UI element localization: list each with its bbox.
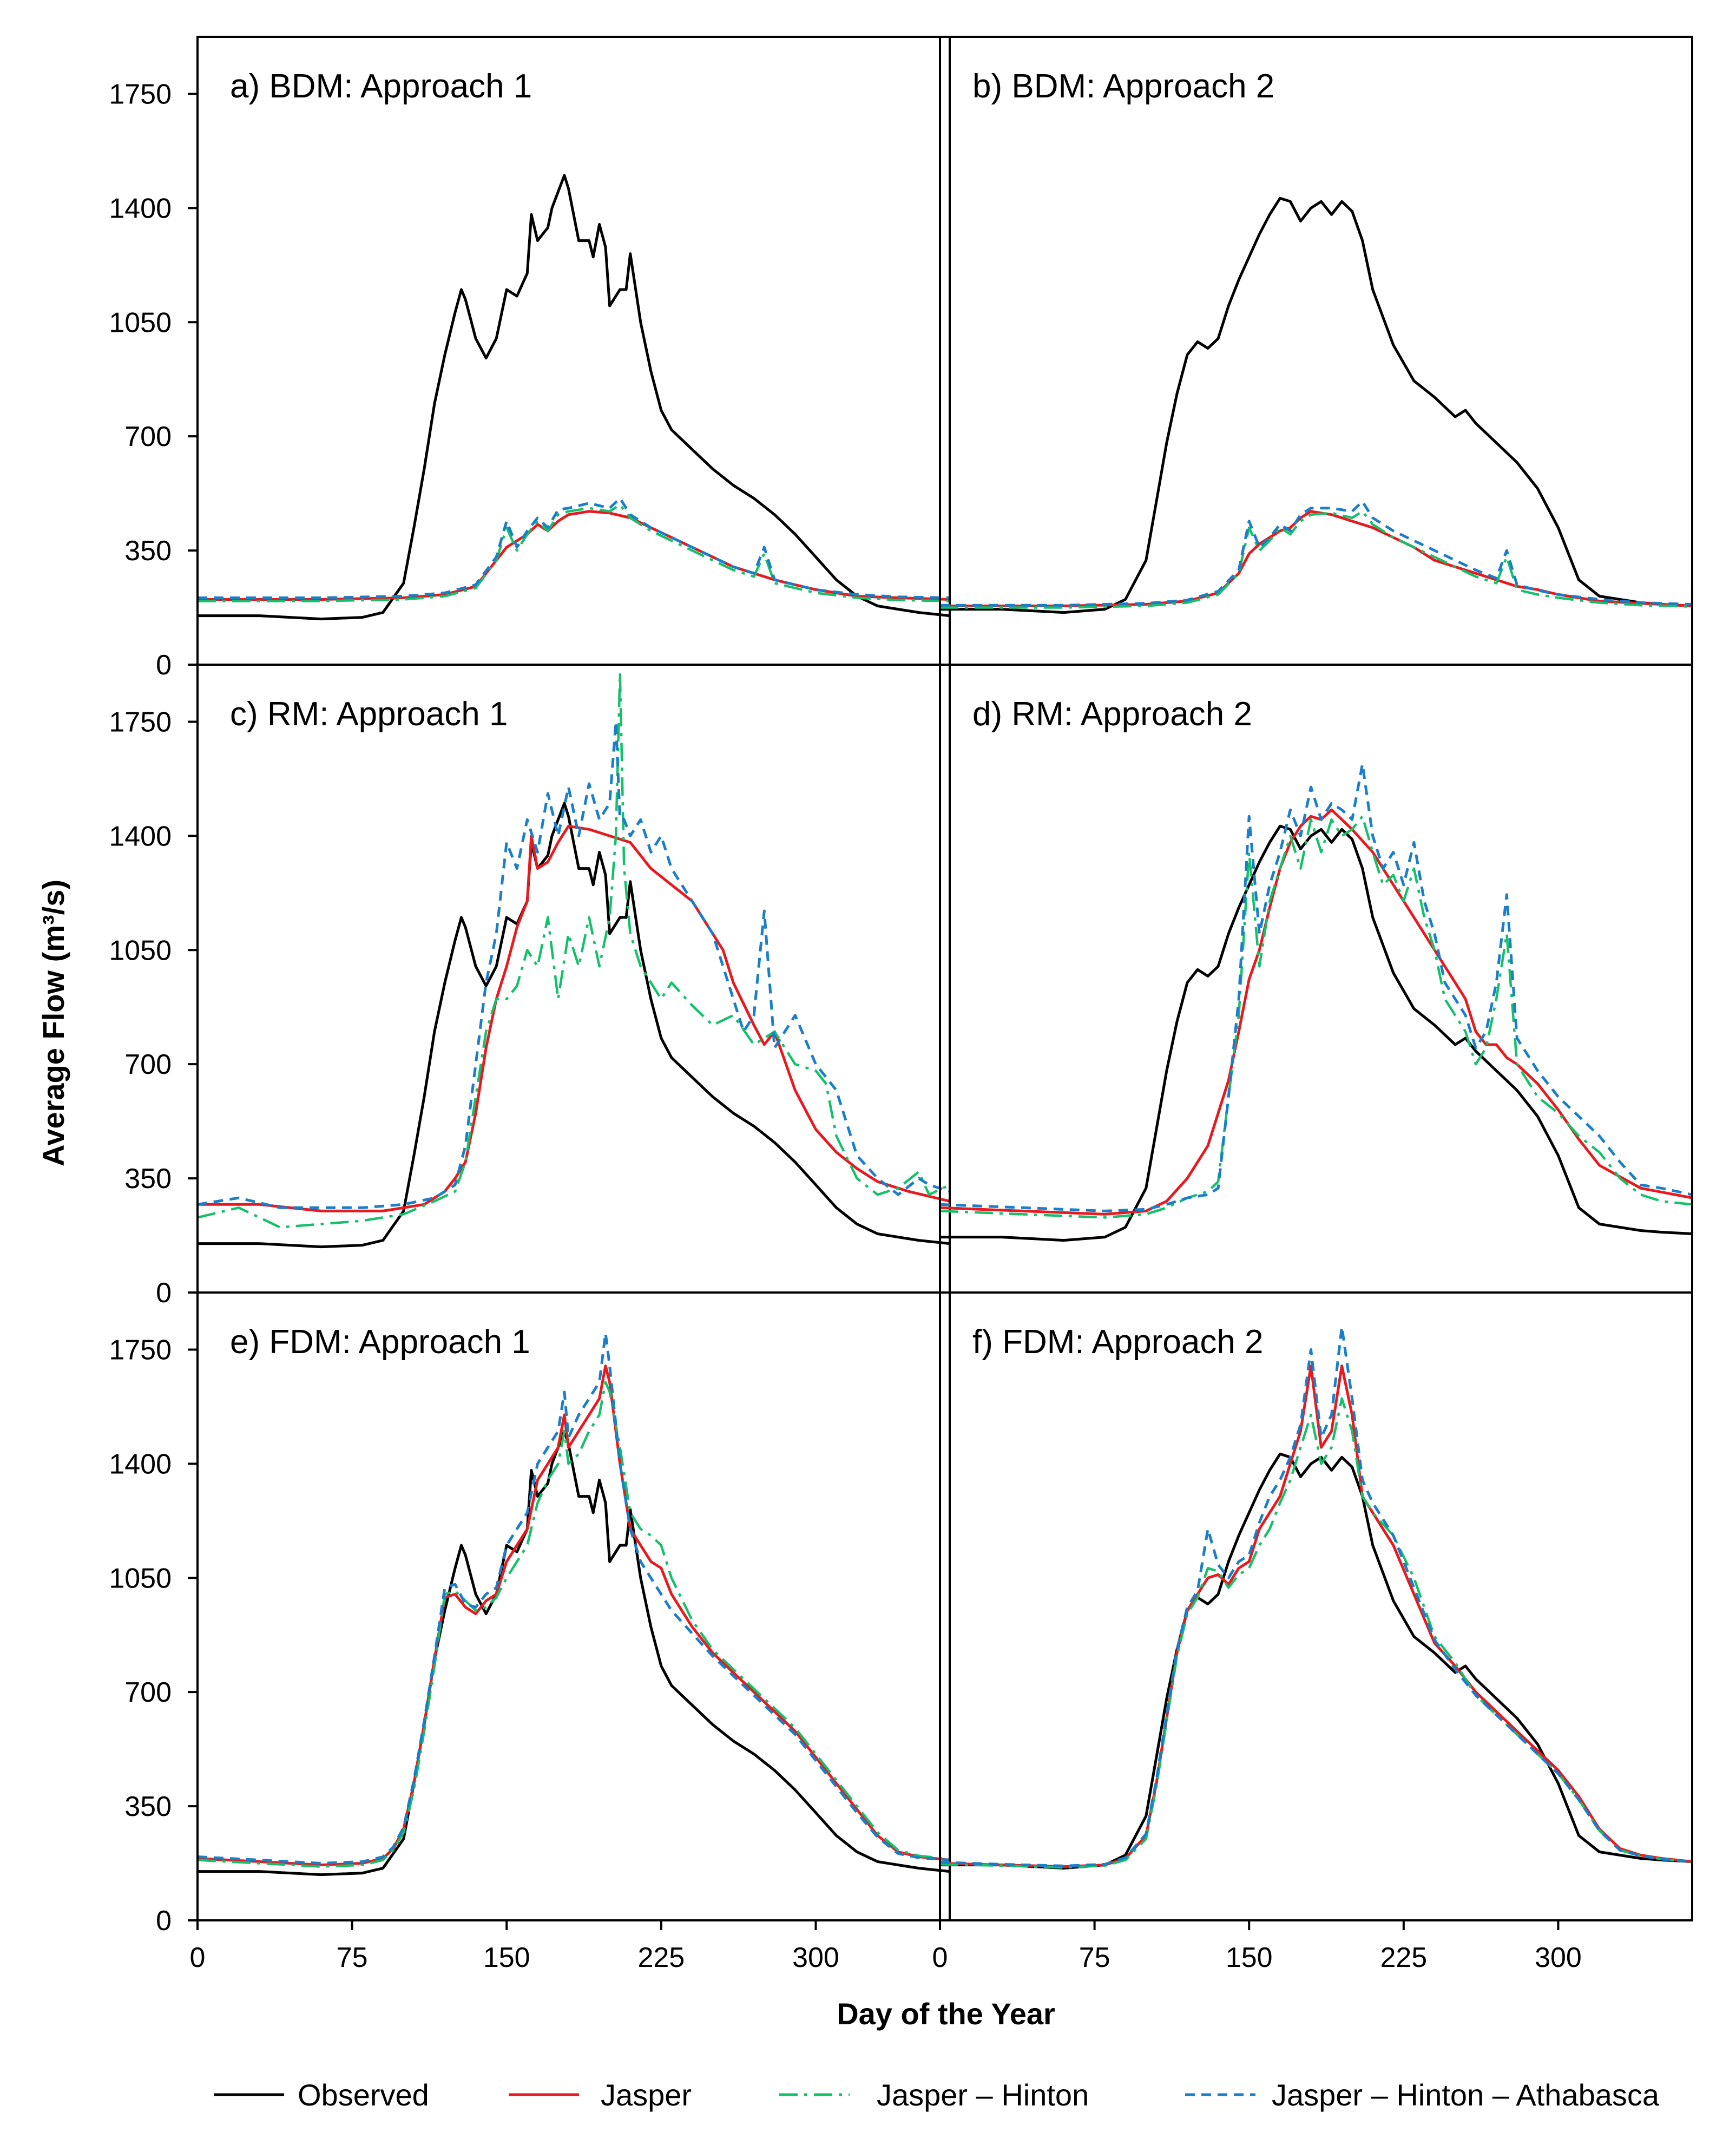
panel-e-xtick-label-75: 75 [337, 1942, 368, 1973]
panel-f-line-jasper-hinton [940, 1397, 1692, 1869]
panel-e-title: e) FDM: Approach 1 [230, 1323, 530, 1361]
panel-f-xtick-label-300: 300 [1535, 1942, 1582, 1973]
panel-b-frame [939, 36, 1693, 666]
panel-f-title: f) FDM: Approach 2 [972, 1323, 1264, 1361]
panel-a-ytick-label-1050: 1050 [109, 307, 172, 338]
panel-d-line-jasper [940, 808, 1692, 1216]
panel-b-series [940, 196, 1692, 614]
panel-a-line-jasper [198, 510, 950, 601]
panel-d-title: d) RM: Approach 2 [972, 696, 1252, 733]
legend-label-jasper-hinton-athabasca: Jasper – Hinton – Athabasca [1272, 2078, 1660, 2112]
panels: a) BDM: Approach 1 0 350 700 1050 1400 1750 b) … [109, 36, 1693, 1973]
panel-d-line-jasper-hinton-athabasca [940, 763, 1692, 1212]
panel-a-title: a) BDM: Approach 1 [230, 68, 532, 105]
panel-c-ytick-label-0: 0 [156, 1277, 172, 1309]
panel-c-frame [196, 664, 951, 1294]
panel-e-ytick-label-700: 700 [124, 1677, 172, 1708]
panel-e-line-jasper-hinton-athabasca [198, 1331, 950, 1865]
panel-a-ytick-label-0: 0 [156, 650, 172, 681]
panel-c-series [198, 671, 950, 1249]
x-axis-title: Day of the Year [837, 1997, 1055, 2031]
panel-c-ytick-label-1750: 1750 [109, 706, 172, 738]
panel-e-ytick-label-1750: 1750 [109, 1334, 172, 1366]
panel-a-frame [196, 36, 951, 666]
panel-e-xtick-label-150: 150 [483, 1942, 530, 1973]
panel-a-ytick-label-350: 350 [124, 535, 172, 567]
panel-a: a) BDM: Approach 1 0 350 700 1050 1400 1750 [109, 36, 951, 681]
legend-label-jasper-hinton: Jasper – Hinton [877, 2078, 1089, 2112]
panel-e-xtick-label-300: 300 [792, 1942, 839, 1973]
panel-b-line-jasper-hinton [940, 510, 1692, 609]
panel-d-series [940, 763, 1692, 1242]
panel-f-line-jasper-hinton-athabasca [940, 1325, 1692, 1867]
panel-c-ytick-label-350: 350 [124, 1163, 172, 1195]
panel-e-ytick-label-0: 0 [156, 1905, 172, 1937]
panel-a-line-observed [198, 174, 950, 621]
panel-c-line-jasper-hinton-athabasca [198, 720, 950, 1209]
panel-f-xtick-label-75: 75 [1079, 1942, 1110, 1973]
panel-a-line-jasper-hinton [198, 503, 950, 602]
panel-b-line-jasper-hinton-athabasca [940, 500, 1692, 607]
panel-e-xtick-label-0: 0 [190, 1942, 206, 1973]
panel-b-line-jasper [940, 510, 1692, 607]
panel-e: e) FDM: Approach 1 0 350 700 1050 1400 1750 0 75… [109, 1291, 951, 1973]
panel-c-ytick-label-1050: 1050 [109, 935, 172, 966]
panel-c-line-jasper-hinton [198, 671, 950, 1229]
panel-f-frame [939, 1291, 1693, 1921]
panel-e-ytick-label-1050: 1050 [109, 1563, 172, 1594]
panel-c-ytick-label-700: 700 [124, 1049, 172, 1080]
panel-d-frame [939, 664, 1693, 1294]
panel-b-line-observed [940, 196, 1692, 614]
panel-f-xtick-label-225: 225 [1380, 1942, 1427, 1973]
y-axis-title: Average Flow (m³/s) [36, 880, 70, 1166]
panel-b: b) BDM: Approach 2 [939, 36, 1693, 666]
panel-c-ytick-label-1400: 1400 [109, 821, 172, 852]
panel-e-line-jasper [198, 1365, 950, 1867]
panel-d-line-jasper-hinton [940, 815, 1692, 1219]
panel-a-ytick-label-700: 700 [124, 421, 172, 452]
panel-e-ytick-label-350: 350 [124, 1791, 172, 1822]
panel-a-ytick-label-1400: 1400 [109, 193, 172, 224]
panel-f-xtick-label-0: 0 [932, 1942, 948, 1973]
panel-d: d) RM: Approach 2 [939, 664, 1693, 1294]
legend-label-observed: Observed [298, 2078, 429, 2112]
legend-label-jasper: Jasper [601, 2078, 692, 2112]
panel-e-line-jasper-hinton [198, 1381, 950, 1868]
panel-f-xtick-label-150: 150 [1226, 1942, 1273, 1973]
panel-c-line-observed [198, 802, 950, 1249]
panel-e-series [198, 1331, 950, 1877]
panel-b-title: b) BDM: Approach 2 [972, 68, 1274, 105]
panel-f: f) FDM: Approach 2 0 75 150 225 300 [932, 1291, 1693, 1973]
legend: Observed Jasper Jasper – Hinton Jasper –… [214, 2078, 1660, 2112]
panel-f-line-jasper [940, 1365, 1692, 1868]
panel-e-xtick-label-225: 225 [637, 1942, 685, 1973]
panel-d-line-observed [940, 824, 1692, 1242]
panel-c-line-jasper [198, 824, 950, 1212]
panel-c-title: c) RM: Approach 1 [230, 696, 508, 733]
panel-f-series [940, 1325, 1692, 1870]
panel-e-frame [196, 1291, 951, 1921]
panel-e-line-observed [198, 1429, 950, 1877]
panel-a-ytick-label-1750: 1750 [109, 78, 172, 110]
panel-c: c) RM: Approach 1 0 350 700 1050 1400 1750 [109, 664, 951, 1309]
panel-a-line-jasper-hinton-athabasca [198, 497, 950, 599]
panel-f-line-observed [940, 1452, 1692, 1870]
panel-e-ytick-label-1400: 1400 [109, 1448, 172, 1480]
panel-a-series [198, 174, 950, 621]
